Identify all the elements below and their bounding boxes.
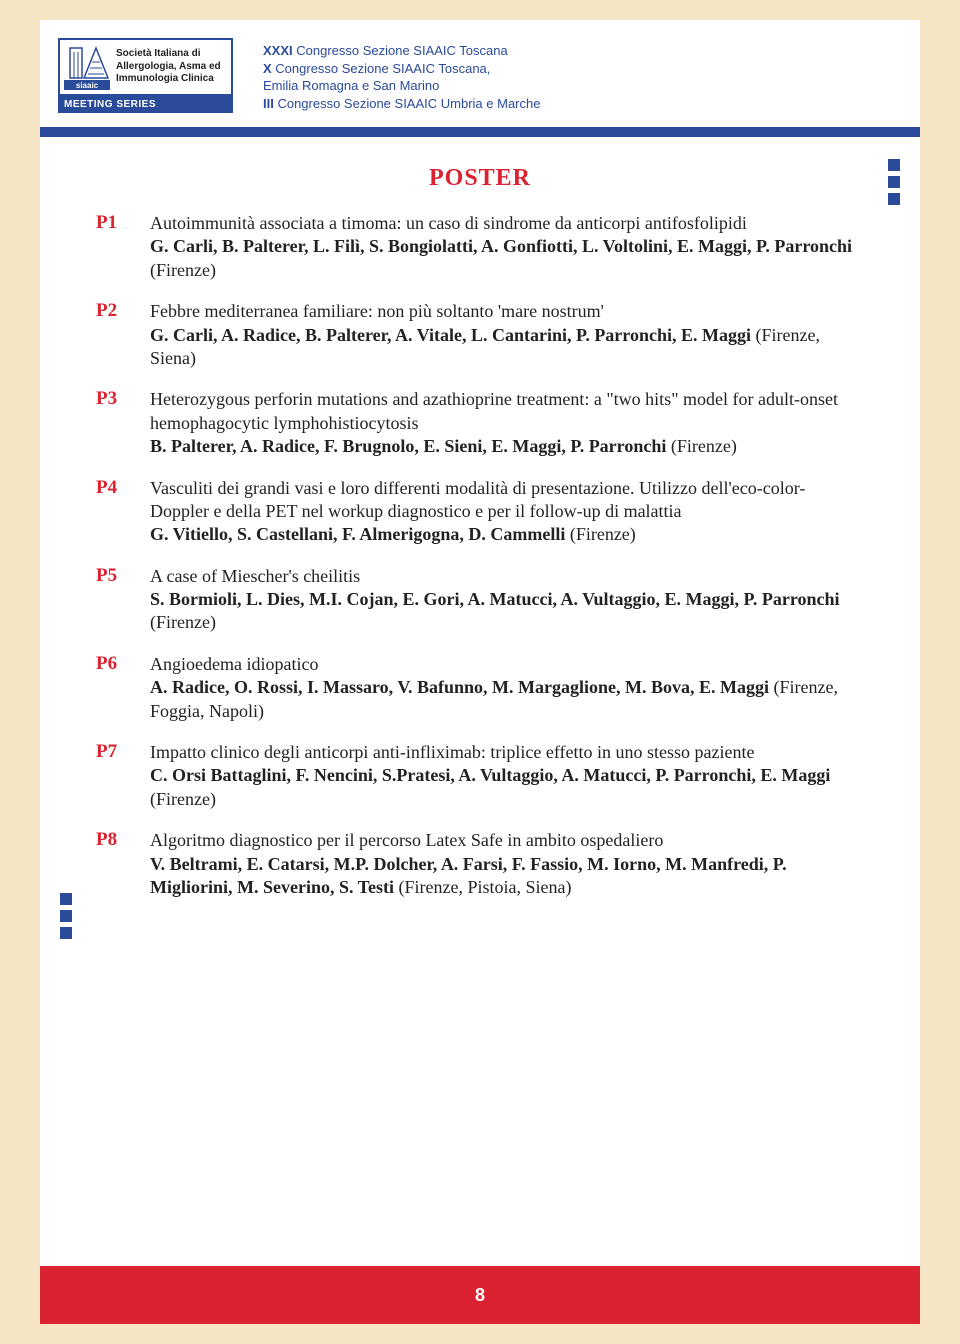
header: siaaic Società Italiana di Allergologia,…	[40, 20, 920, 113]
poster-title: Angioedema idiopatico	[150, 654, 318, 674]
society-line: Allergologia, Asma ed	[116, 61, 221, 74]
siaaic-logo-icon: siaaic	[64, 44, 110, 90]
poster-authors: A. Radice, O. Rossi, I. Massaro, V. Bafu…	[150, 677, 769, 697]
congress-line: III Congresso Sezione SIAAIC Umbria e Ma…	[263, 95, 540, 113]
poster-text: Algoritmo diagnostico per il percorso La…	[150, 829, 864, 899]
poster-title: Impatto clinico degli anticorpi anti-inf…	[150, 742, 755, 762]
poster-entry: P2 Febbre mediterranea familiare: non più…	[96, 300, 864, 370]
poster-title: A case of Miescher's cheilitis	[150, 566, 360, 586]
poster-title: Vasculiti dei grandi vasi e loro differe…	[150, 478, 805, 521]
page-number: 8	[40, 1285, 920, 1306]
logo-box: siaaic Società Italiana di Allergologia,…	[58, 38, 233, 96]
poster-id: P8	[96, 829, 128, 899]
meeting-series-bar: MEETING SERIES	[58, 96, 233, 113]
poster-text: Vasculiti dei grandi vasi e loro differe…	[150, 477, 864, 547]
poster-entry: P8 Algoritmo diagnostico per il percorso …	[96, 829, 864, 899]
poster-id: P5	[96, 565, 128, 635]
society-line: Società Italiana di	[116, 48, 221, 61]
square-icon	[888, 159, 900, 171]
poster-title: Febbre mediterranea familiare: non più s…	[150, 301, 604, 321]
society-name: Società Italiana di Allergologia, Asma e…	[116, 48, 221, 86]
logo-block: siaaic Società Italiana di Allergologia,…	[58, 38, 233, 113]
poster-list: P1 Autoimmunità associata a timoma: un ca…	[96, 212, 864, 899]
poster-affiliation: (Firenze)	[565, 524, 635, 544]
poster-authors: B. Palterer, A. Radice, F. Brugnolo, E. …	[150, 436, 666, 456]
header-divider	[40, 127, 920, 137]
poster-text: Impatto clinico degli anticorpi anti-inf…	[150, 741, 864, 811]
poster-affiliation: (Firenze)	[666, 436, 736, 456]
poster-entry: P3 Heterozygous perforin mutations and az…	[96, 388, 864, 458]
poster-title: Autoimmunità associata a timoma: un caso…	[150, 213, 747, 233]
poster-id: P4	[96, 477, 128, 547]
poster-entry: P1 Autoimmunità associata a timoma: un ca…	[96, 212, 864, 282]
square-icon	[60, 910, 72, 922]
poster-id: P3	[96, 388, 128, 458]
poster-affiliation: (Firenze)	[150, 789, 216, 809]
poster-text: Heterozygous perforin mutations and azat…	[150, 388, 864, 458]
page-container: siaaic Società Italiana di Allergologia,…	[40, 20, 920, 1324]
congress-lines: XXXI Congresso Sezione SIAAIC Toscana X …	[263, 38, 540, 113]
congress-line: Emilia Romagna e San Marino	[263, 77, 540, 95]
square-icon	[888, 193, 900, 205]
footer-bar: 8	[40, 1266, 920, 1324]
poster-id: P2	[96, 300, 128, 370]
decoration-squares-bottom	[60, 893, 72, 939]
poster-title: Algoritmo diagnostico per il percorso La…	[150, 830, 663, 850]
poster-entry: P5 A case of Miescher's cheilitis S. Bormi…	[96, 565, 864, 635]
poster-authors: S. Bormioli, L. Dies, M.I. Cojan, E. Gor…	[150, 589, 840, 609]
poster-title: Heterozygous perforin mutations and azat…	[150, 389, 838, 432]
poster-text: Angioedema idiopatico A. Radice, O. Rossi…	[150, 653, 864, 723]
poster-entry: P4 Vasculiti dei grandi vasi e loro diffe…	[96, 477, 864, 547]
content-area: POSTER P1 Autoimmunità associata a timoma…	[40, 137, 920, 937]
square-icon	[60, 927, 72, 939]
poster-affiliation: (Firenze, Pistoia, Siena)	[394, 877, 571, 897]
section-title: POSTER	[96, 165, 864, 192]
congress-line: X Congresso Sezione SIAAIC Toscana,	[263, 60, 540, 78]
poster-text: A case of Miescher's cheilitis S. Bormiol…	[150, 565, 864, 635]
poster-affiliation: (Firenze)	[150, 612, 216, 632]
square-icon	[888, 176, 900, 188]
decoration-squares-top	[888, 159, 900, 205]
poster-text: Autoimmunità associata a timoma: un caso…	[150, 212, 864, 282]
poster-entry: P7 Impatto clinico degli anticorpi anti-i…	[96, 741, 864, 811]
poster-id: P6	[96, 653, 128, 723]
poster-id: P7	[96, 741, 128, 811]
logo-siaaic-text: siaaic	[76, 81, 99, 90]
poster-authors: G. Carli, A. Radice, B. Palterer, A. Vit…	[150, 325, 751, 345]
poster-entry: P6 Angioedema idiopatico A. Radice, O. Ros…	[96, 653, 864, 723]
poster-authors: G. Vitiello, S. Castellani, F. Almerigog…	[150, 524, 565, 544]
congress-line: XXXI Congresso Sezione SIAAIC Toscana	[263, 42, 540, 60]
poster-authors: G. Carli, B. Palterer, L. Filì, S. Bongi…	[150, 236, 852, 256]
square-icon	[60, 893, 72, 905]
poster-id: P1	[96, 212, 128, 282]
society-line: Immunologia Clinica	[116, 73, 221, 86]
poster-authors: C. Orsi Battaglini, F. Nencini, S.Prates…	[150, 765, 830, 785]
poster-affiliation: (Firenze)	[150, 260, 216, 280]
poster-text: Febbre mediterranea familiare: non più s…	[150, 300, 864, 370]
